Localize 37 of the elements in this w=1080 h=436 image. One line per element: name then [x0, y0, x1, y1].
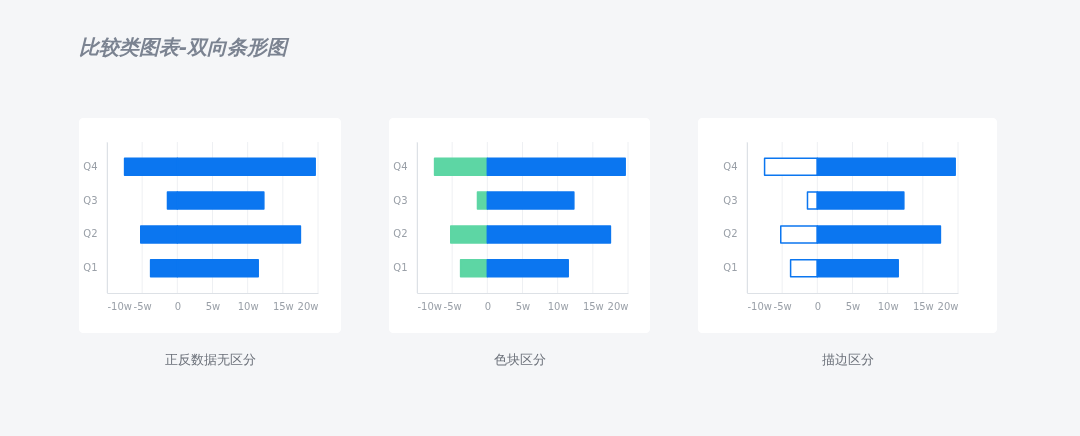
y-tick-label: Q4	[723, 160, 738, 172]
x-tick-label: 10w	[237, 300, 259, 312]
x-tick-label: -5w	[443, 300, 462, 312]
y-tick-label: Q1	[723, 262, 738, 274]
x-tick-label: 20w	[607, 300, 629, 312]
x-tick-label: -10w	[747, 300, 773, 312]
y-tick-label: Q2	[83, 228, 98, 240]
y-tick-label: Q4	[393, 160, 408, 172]
x-tick-label: 10w	[547, 300, 569, 312]
x-tick-label: 15w	[272, 300, 294, 312]
x-tick-label: 0	[484, 300, 492, 312]
y-tick-label: Q4	[83, 160, 98, 172]
y-tick-label: Q3	[393, 194, 408, 206]
y-tick-label: Q3	[723, 194, 738, 206]
text: 描边区分	[821, 352, 874, 367]
x-tick-label: 15w	[912, 300, 934, 312]
y-tick-label: Q1	[83, 262, 98, 274]
y-tick-label: Q1	[393, 262, 408, 274]
x-tick-label: 20w	[297, 300, 319, 312]
chart-title: 比较类图表-双向条形图	[79, 35, 291, 59]
x-tick-label: 5w	[845, 300, 861, 312]
x-tick-label: -5w	[133, 300, 152, 312]
x-tick-label: -5w	[773, 300, 792, 312]
x-tick-label: 0	[814, 300, 822, 312]
x-tick-label: 5w	[515, 300, 531, 312]
x-tick-label: 5w	[205, 300, 221, 312]
x-tick-label: 0	[174, 300, 182, 312]
x-tick-label: -10w	[417, 300, 443, 312]
y-tick-label: Q2	[723, 228, 738, 240]
x-tick-label: 10w	[877, 300, 899, 312]
x-tick-label: 20w	[937, 300, 959, 312]
text: 色块区分	[493, 352, 546, 367]
text: 正反数据无区分	[164, 352, 256, 367]
y-tick-label: Q3	[83, 194, 98, 206]
x-tick-label: 15w	[582, 300, 604, 312]
x-tick-label: -10w	[107, 300, 133, 312]
y-tick-label: Q2	[393, 228, 408, 240]
